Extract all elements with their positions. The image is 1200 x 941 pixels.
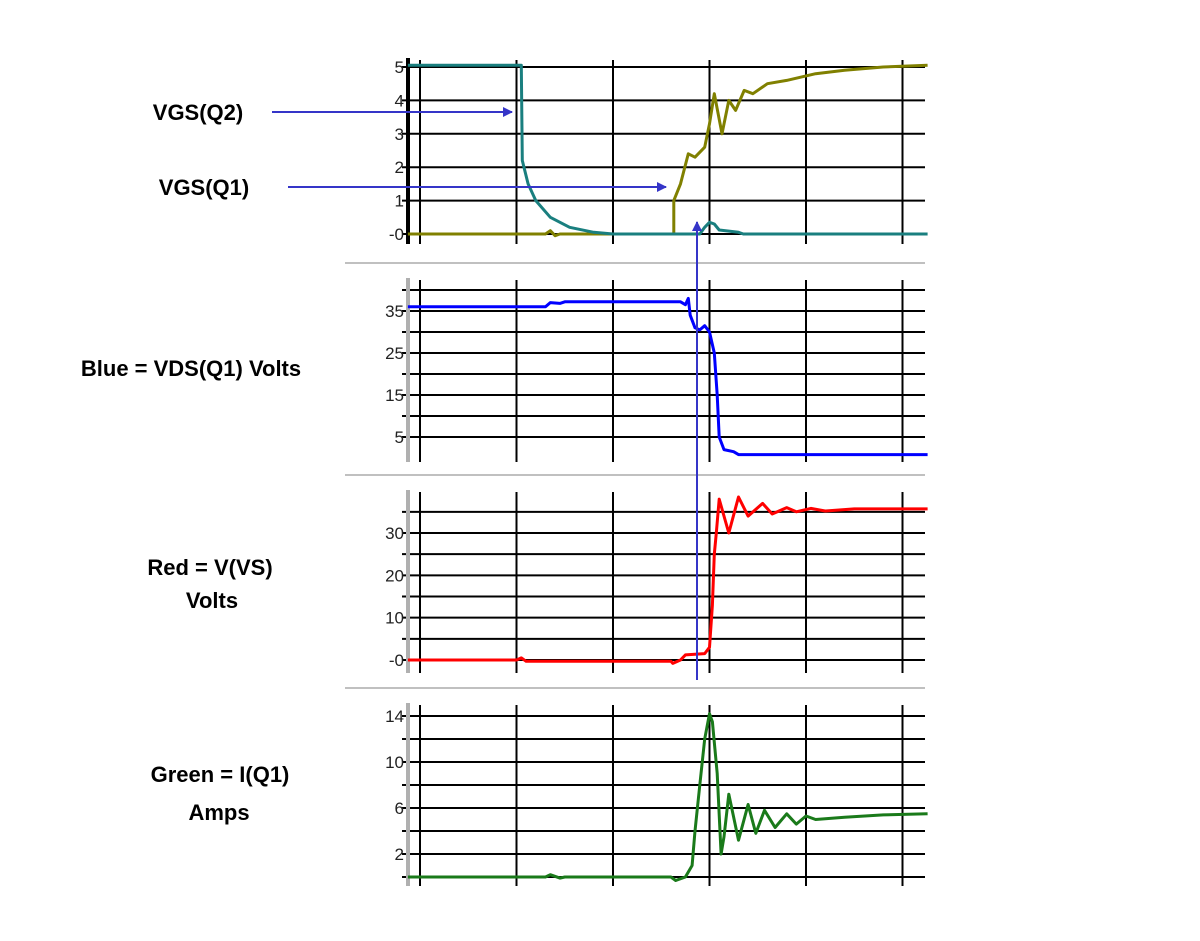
series-line-4-1: [407, 712, 928, 882]
y-tick-label: 15: [385, 386, 404, 405]
label-vds-q1: Blue = VDS(Q1) Volts: [81, 356, 301, 381]
y-tick-label: 3: [395, 125, 404, 144]
label-vgs-q2: VGS(Q2): [153, 100, 243, 125]
y-tick-label: 5: [395, 428, 404, 447]
y-tick-label: 1: [395, 192, 404, 211]
y-tick-label: 30: [385, 524, 404, 543]
y-tick-label: 20: [385, 566, 404, 585]
y-tick-label: 10: [385, 609, 404, 628]
series-line-1-2: [407, 63, 928, 236]
y-tick-label: 35: [385, 302, 404, 321]
y-tick-label: -0: [389, 225, 404, 244]
series-line-3-1: [407, 495, 928, 665]
label-i-q1: Green = I(Q1): [151, 762, 290, 787]
y-tick-label: 6: [395, 799, 404, 818]
series-line-2-1: [407, 296, 928, 457]
label-vgs-q1: VGS(Q1): [159, 175, 249, 200]
y-tick-label: 4: [395, 91, 404, 110]
y-tick-label: -0: [389, 651, 404, 670]
panel-3: 30 20 10 -0: [345, 490, 928, 689]
y-tick-label: 5: [395, 58, 404, 77]
panel-2: 35 25 15 5: [345, 278, 928, 476]
label-v-vs: Red = V(VS): [147, 555, 272, 580]
y-tick-label: 10: [385, 753, 404, 772]
panel-1: 5 4 3 2 1 -0: [345, 58, 928, 264]
y-tick-label: 2: [395, 845, 404, 864]
label-i-q1-units: Amps: [188, 800, 249, 825]
label-v-vs-units: Volts: [186, 588, 238, 613]
panel-4: 14 10 6 2: [385, 703, 928, 886]
y-tick-label: 25: [385, 344, 404, 363]
series-line-1-1: [407, 63, 928, 238]
y-tick-label: 14: [385, 707, 404, 726]
y-tick-label: 2: [395, 158, 404, 177]
